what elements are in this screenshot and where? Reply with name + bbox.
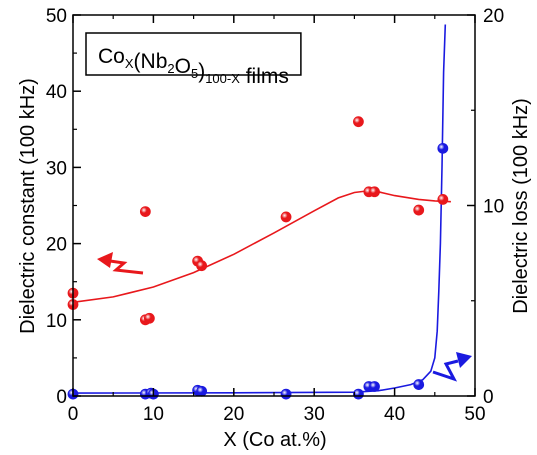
loss-point [280,388,292,400]
loss-point [413,379,425,390]
right-y-tick-label: 10 [483,197,504,218]
constant-point [413,204,425,216]
right-arrowhead-icon [456,352,472,368]
constant-point [143,312,155,324]
title-subscript: X [125,56,134,71]
left-y-tick-label: 30 [46,158,67,179]
constant-point [437,194,449,205]
left-y-tick-label: 10 [46,311,67,332]
constant-axis-arrow [97,252,144,275]
right-y-tick-label: 20 [483,6,504,27]
title-segment: (Nb [134,50,168,73]
left-y-tick-label: 20 [46,235,67,256]
constant-fit-line [72,190,451,304]
constant-point [369,186,380,198]
right-axis-title: Dielectric loss (100 kHz) [510,98,532,314]
title-subscript: 2 [167,61,174,76]
title-segment: Co [98,45,125,68]
right-axis-arrow-line [432,359,459,382]
constant-point [280,211,292,223]
left-axis-title: Dielectric constant (100 kHz) [17,78,39,334]
left-y-tick-label: 0 [56,387,67,408]
constant-point [196,260,208,272]
loss-point [437,142,449,154]
left-y-tick-label: 40 [46,82,67,103]
title-segment: films [240,65,289,88]
x-tick-label: 10 [143,404,164,425]
x-tick-label: 0 [68,404,79,425]
x-tick-label: 50 [464,404,485,425]
loss-point [369,381,380,392]
right-y-tick-label: 0 [483,387,494,408]
loss-point [196,385,208,397]
loss-axis-arrow [432,352,472,382]
left-y-tick-label: 50 [46,6,67,27]
left-arrowhead-icon [97,252,113,268]
chart-title-box: CoX(Nb2O5)100-X films [85,32,302,88]
x-axis-title: X (Co at.%) [223,429,326,451]
x-tick-label: 20 [223,404,244,425]
title-segment: ) [198,60,205,83]
title-segment: O [175,55,191,78]
left-axis-arrow-line [109,259,144,275]
constant-point [353,116,364,128]
title-subscript: 100-X [205,71,240,86]
chart-title: CoX(Nb2O5)100-X films [98,45,289,88]
chart-title-frame [85,32,302,76]
x-tick-label: 40 [384,404,405,425]
title-subscript: 5 [191,66,198,81]
x-tick-label: 30 [304,404,325,425]
constant-point [139,206,151,217]
